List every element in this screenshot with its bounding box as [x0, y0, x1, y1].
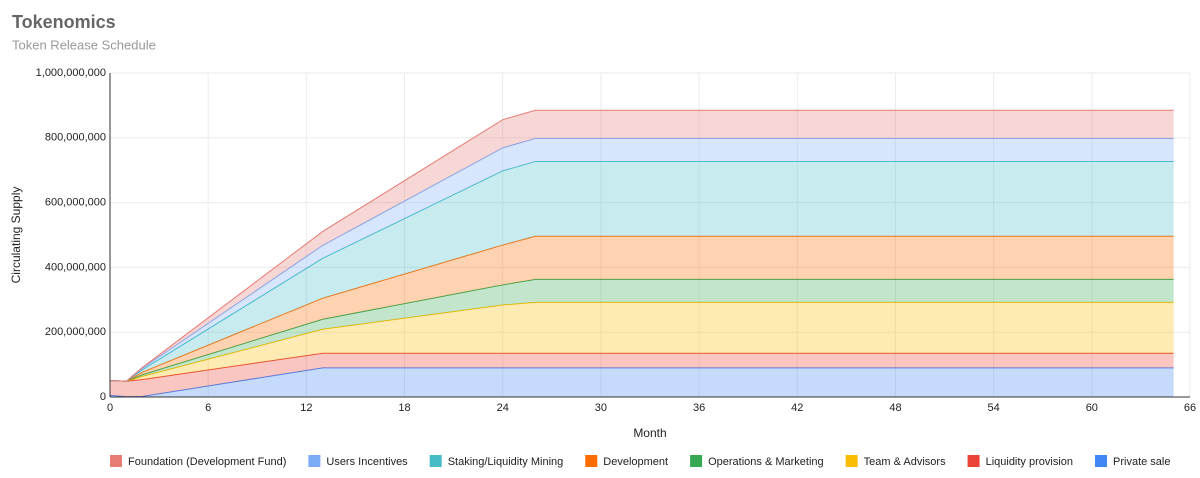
area [110, 110, 1174, 382]
legend-swatch [690, 455, 703, 467]
x-tick-label: 60 [1086, 402, 1098, 414]
legend-swatch [429, 455, 442, 467]
legend-swatch [308, 455, 321, 467]
area [110, 302, 1174, 382]
y-tick-label: 800,000,000 [45, 132, 106, 144]
chart-title: Tokenomics [12, 12, 116, 32]
x-tick-label: 12 [300, 402, 312, 414]
legend-label: Users Incentives [326, 456, 408, 468]
x-tick-label: 66 [1184, 402, 1196, 414]
y-axis-title: Circulating Supply [9, 187, 23, 284]
y-tick-label: 200,000,000 [45, 326, 106, 338]
legend-label: Private sale [1113, 456, 1170, 468]
legend-swatch [585, 455, 598, 467]
x-tick-label: 18 [398, 402, 410, 414]
x-tick-label: 42 [791, 402, 803, 414]
y-tick-label: 0 [100, 391, 106, 403]
area [110, 161, 1174, 382]
y-tick-label: 600,000,000 [45, 197, 106, 209]
area [110, 353, 1174, 397]
legend-label: Team & Advisors [864, 456, 946, 468]
x-tick-label: 36 [693, 402, 705, 414]
x-axis-title: Month [633, 426, 666, 440]
area [110, 279, 1174, 382]
legend-swatch [845, 455, 858, 467]
y-tick-label: 1,000,000,000 [36, 67, 106, 79]
chart-subtitle: Token Release Schedule [12, 37, 156, 52]
y-tick-label: 400,000,000 [45, 261, 106, 273]
legend-label: Development [603, 456, 668, 468]
legend-swatch [110, 455, 122, 467]
legend-swatch [1095, 455, 1108, 467]
x-tick-label: 6 [205, 402, 211, 414]
legend-swatch [967, 455, 980, 467]
x-tick-label: 30 [595, 402, 607, 414]
area [110, 367, 1174, 397]
legend-label: Liquidity provision [986, 456, 1073, 468]
legend-label: Staking/Liquidity Mining [448, 456, 564, 468]
x-tick-label: 54 [988, 402, 1000, 414]
x-tick-label: 48 [889, 402, 901, 414]
legend-label: Foundation (Development Fund) [128, 456, 286, 468]
x-tick-label: 0 [107, 402, 113, 414]
x-tick-label: 24 [497, 402, 509, 414]
area [110, 236, 1174, 382]
legend-label: Operations & Marketing [708, 456, 824, 468]
area-line [109, 109, 1174, 382]
